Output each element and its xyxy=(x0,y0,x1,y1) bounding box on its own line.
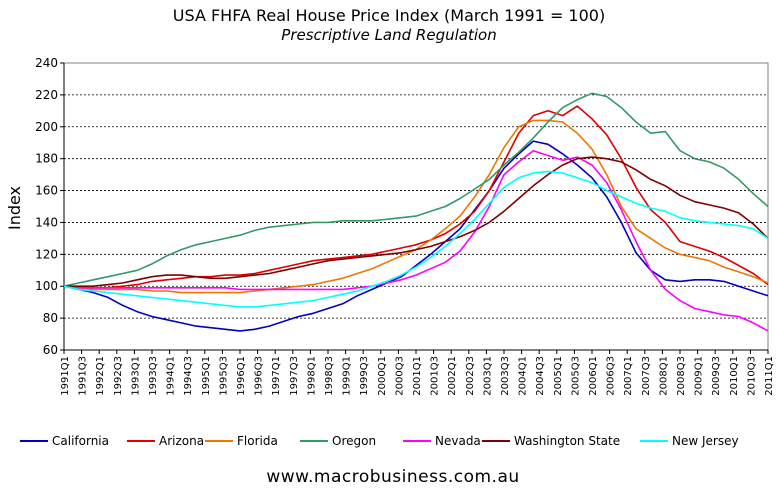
legend: California Arizona Florida Oregon Nevada Wash… xyxy=(20,434,739,448)
x-tick-label-2011Q1: 2011Q1 xyxy=(764,356,775,396)
y-tick-label-60: 60 xyxy=(43,343,58,357)
x-tick-label-2006Q3: 2006Q3 xyxy=(606,356,617,396)
series-line-arizona xyxy=(63,105,769,289)
series-line-washington-state xyxy=(64,156,769,288)
x-tick-label-2007Q3: 2007Q3 xyxy=(641,356,652,396)
y-tick-label-140: 140 xyxy=(35,215,58,229)
x-tick-label-1996Q3: 1996Q3 xyxy=(254,356,265,396)
legend-label-california: California xyxy=(52,434,109,448)
plot-frame xyxy=(63,62,769,351)
x-tick-label-1993Q1: 1993Q1 xyxy=(130,356,141,396)
series-line-oregon xyxy=(63,92,769,287)
y-tick-label-220: 220 xyxy=(35,88,58,102)
x-tick-label-1998Q3: 1998Q3 xyxy=(324,356,335,396)
legend-label-nevada: Nevada xyxy=(435,434,481,448)
y-tick-label-200: 200 xyxy=(35,120,58,134)
plot-area: 60 80 100 120 140 160 180 200 220 240 1991Q1 1991Q3… xyxy=(35,56,775,396)
y-tick-label-240: 240 xyxy=(35,56,58,70)
footer-url: www.macrobusiness.com.au xyxy=(266,467,519,487)
x-tick-label-1996Q1: 1996Q1 xyxy=(236,356,247,396)
y-tick-label-160: 160 xyxy=(35,184,58,198)
x-tick-label-2002Q3: 2002Q3 xyxy=(465,356,476,396)
x-tick-label-1999Q3: 1999Q3 xyxy=(359,356,370,396)
x-tick-label-1997Q1: 1997Q1 xyxy=(271,356,282,396)
legend-label-washington-state: Washington State xyxy=(514,434,620,448)
y-axis-label: Index xyxy=(5,186,24,230)
chart-title: USA FHFA Real House Price Index (March 1… xyxy=(173,6,605,25)
x-tick-label-2010Q3: 2010Q3 xyxy=(746,356,757,396)
x-tick-label-1994Q1: 1994Q1 xyxy=(166,356,177,396)
x-tick-label-1995Q1: 1995Q1 xyxy=(201,356,212,396)
x-tick-label-1991Q1: 1991Q1 xyxy=(60,356,71,396)
x-tick-label-2004Q1: 2004Q1 xyxy=(518,356,529,396)
x-tick-label-2009Q1: 2009Q1 xyxy=(694,356,705,396)
legend-label-arizona: Arizona xyxy=(159,434,204,448)
y-tick-label-80: 80 xyxy=(43,311,58,325)
x-tick-label-1992Q1: 1992Q1 xyxy=(95,356,106,396)
x-tick-label-2008Q1: 2008Q1 xyxy=(658,356,669,396)
x-tick-label-2001Q1: 2001Q1 xyxy=(412,356,423,396)
x-tick-label-2001Q3: 2001Q3 xyxy=(430,356,441,396)
x-tick-label-2009Q3: 2009Q3 xyxy=(711,356,722,396)
legend-label-florida: Florida xyxy=(237,434,278,448)
legend-label-oregon: Oregon xyxy=(332,434,376,448)
x-tick-label-1995Q3: 1995Q3 xyxy=(218,356,229,396)
x-tick-label-1993Q3: 1993Q3 xyxy=(148,356,159,396)
y-tick-label-100: 100 xyxy=(35,279,58,293)
x-tick-label-2003Q1: 2003Q1 xyxy=(482,356,493,396)
y-tick-label-120: 120 xyxy=(35,247,58,261)
x-tick-label-1994Q3: 1994Q3 xyxy=(183,356,194,396)
x-tick-label-2003Q3: 2003Q3 xyxy=(500,356,511,396)
x-tick-label-2002Q1: 2002Q1 xyxy=(447,356,458,396)
series-line-new-jersey xyxy=(63,170,769,308)
x-tick-label-2004Q3: 2004Q3 xyxy=(535,356,546,396)
x-tick-label-1998Q1: 1998Q1 xyxy=(306,356,317,396)
x-tick-label-2008Q3: 2008Q3 xyxy=(676,356,687,396)
legend-label-new-jersey: New Jersey xyxy=(672,434,739,448)
x-tick-label-1991Q3: 1991Q3 xyxy=(78,356,89,396)
x-tick-label-2010Q1: 2010Q1 xyxy=(729,356,740,396)
x-tick-label-1999Q1: 1999Q1 xyxy=(342,356,353,396)
x-tick-label-2000Q1: 2000Q1 xyxy=(377,356,388,396)
x-tick-label-1997Q3: 1997Q3 xyxy=(289,356,300,396)
series-line-nevada xyxy=(63,149,769,332)
x-tick-label-2005Q3: 2005Q3 xyxy=(570,356,581,396)
x-tick-label-2005Q1: 2005Q1 xyxy=(553,356,564,396)
y-tick-label-180: 180 xyxy=(35,152,58,166)
x-tick-label-2007Q1: 2007Q1 xyxy=(623,356,634,396)
x-tick-label-2006Q1: 2006Q1 xyxy=(588,356,599,396)
x-tick-label-1992Q3: 1992Q3 xyxy=(113,356,124,396)
x-tick-label-2000Q3: 2000Q3 xyxy=(394,356,405,396)
chart-subtitle: Prescriptive Land Regulation xyxy=(281,26,496,44)
